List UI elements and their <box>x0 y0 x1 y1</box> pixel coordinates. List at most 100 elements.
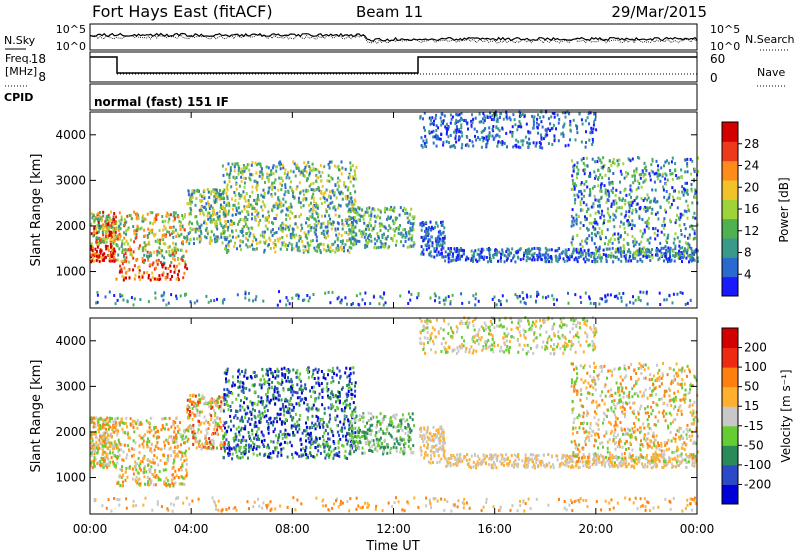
heatmap-cell <box>535 299 537 303</box>
heatmap-cell <box>589 301 592 305</box>
heatmap-cell <box>587 249 590 252</box>
heatmap-cell <box>609 255 612 259</box>
heatmap-cell <box>581 245 584 249</box>
heatmap-cell <box>439 116 442 120</box>
heatmap-cell <box>690 247 693 250</box>
heatmap-cell <box>612 186 615 190</box>
heatmap-cell <box>574 248 576 252</box>
heatmap-cell <box>256 213 259 217</box>
heatmap-cell <box>133 448 136 452</box>
heatmap-cell <box>499 259 502 263</box>
heatmap-cell <box>264 205 267 209</box>
heatmap-cell <box>219 409 222 413</box>
heatmap-cell <box>679 212 682 216</box>
heatmap-cell <box>192 423 195 427</box>
heatmap-cell <box>205 400 208 404</box>
heatmap-cell <box>218 197 221 201</box>
heatmap-cell <box>265 165 268 169</box>
heatmap-cell <box>593 252 595 256</box>
heatmap-cell <box>470 125 473 129</box>
heatmap-cell <box>341 239 344 243</box>
heatmap-cell <box>239 170 242 174</box>
heatmap-cell <box>106 456 109 460</box>
heatmap-cell <box>336 236 339 240</box>
heatmap-cell <box>258 198 261 202</box>
heatmap-cell <box>226 197 229 201</box>
heatmap-cell <box>366 206 369 210</box>
heatmap-cell <box>482 112 485 115</box>
heatmap-cell <box>239 229 242 233</box>
heatmap-cell <box>288 402 291 406</box>
heatmap-cell <box>497 127 500 131</box>
heatmap-cell <box>525 293 528 297</box>
heatmap-cell <box>125 456 128 460</box>
heatmap-cell <box>267 373 269 377</box>
heatmap-cell <box>383 225 386 229</box>
heatmap-cell <box>485 137 488 141</box>
heatmap-cell <box>529 295 532 299</box>
heatmap-cell <box>129 423 132 427</box>
heatmap-cell <box>505 113 508 117</box>
heatmap-cell <box>489 257 492 261</box>
heatmap-cell <box>499 303 502 307</box>
heatmap-cell <box>443 114 446 118</box>
heatmap-cell <box>173 264 176 268</box>
heatmap-cell <box>600 256 603 260</box>
heatmap-cell <box>647 206 650 210</box>
heatmap-cell <box>96 245 99 249</box>
heatmap-cell <box>168 230 171 234</box>
heatmap-cell <box>142 445 145 449</box>
heatmap-cell <box>682 213 685 217</box>
heatmap-cell <box>281 241 284 245</box>
heatmap-cell <box>167 220 170 224</box>
heatmap-cell <box>639 229 642 233</box>
heatmap-cell <box>422 248 425 252</box>
heatmap-cell <box>449 302 452 306</box>
heatmap-cell <box>506 117 509 121</box>
heatmap-cell <box>345 231 348 235</box>
heatmap-cell <box>199 212 202 216</box>
heatmap-cell <box>102 214 105 218</box>
heatmap-cell <box>402 209 405 213</box>
heatmap-cell <box>219 206 222 209</box>
heatmap-cell <box>367 227 370 231</box>
heatmap-cell <box>146 440 149 444</box>
heatmap-cell <box>691 251 694 255</box>
heatmap-cell <box>440 223 443 227</box>
heatmap-cell <box>122 421 125 425</box>
heatmap-cell <box>431 241 434 245</box>
heatmap-cell <box>213 427 216 431</box>
heatmap-cell <box>308 203 311 207</box>
heatmap-cell <box>599 237 602 240</box>
heatmap-cell <box>176 277 179 281</box>
heatmap-cell <box>193 414 196 418</box>
heatmap-cell <box>114 302 117 306</box>
heatmap-cell <box>599 256 602 260</box>
heatmap-cell <box>569 123 572 127</box>
heatmap-cell <box>94 432 97 436</box>
colorbar-swatch <box>722 141 738 162</box>
heatmap-cell <box>211 405 214 409</box>
heatmap-cell <box>329 427 332 431</box>
heatmap-cell <box>607 239 610 243</box>
heatmap-cell <box>225 244 228 248</box>
heatmap-cell <box>179 433 182 437</box>
heatmap-cell <box>181 259 184 262</box>
heatmap-cell <box>113 212 116 216</box>
heatmap-cell <box>642 250 645 253</box>
heatmap-cell <box>96 451 99 455</box>
heatmap-cell <box>676 213 678 217</box>
heatmap-cell <box>263 248 266 252</box>
heatmap-cell <box>275 213 278 217</box>
date-label: 29/Mar/2015 <box>611 3 707 21</box>
heatmap-cell <box>536 294 538 298</box>
heatmap-cell <box>230 409 233 412</box>
heatmap-cell <box>279 167 282 171</box>
heatmap-cell <box>99 427 102 431</box>
heatmap-cell <box>267 216 270 220</box>
heatmap-cell <box>658 249 661 253</box>
heatmap-cell <box>326 225 329 229</box>
heatmap-cell <box>501 248 504 252</box>
heatmap-cell <box>409 236 412 240</box>
heatmap-cell <box>520 125 523 129</box>
